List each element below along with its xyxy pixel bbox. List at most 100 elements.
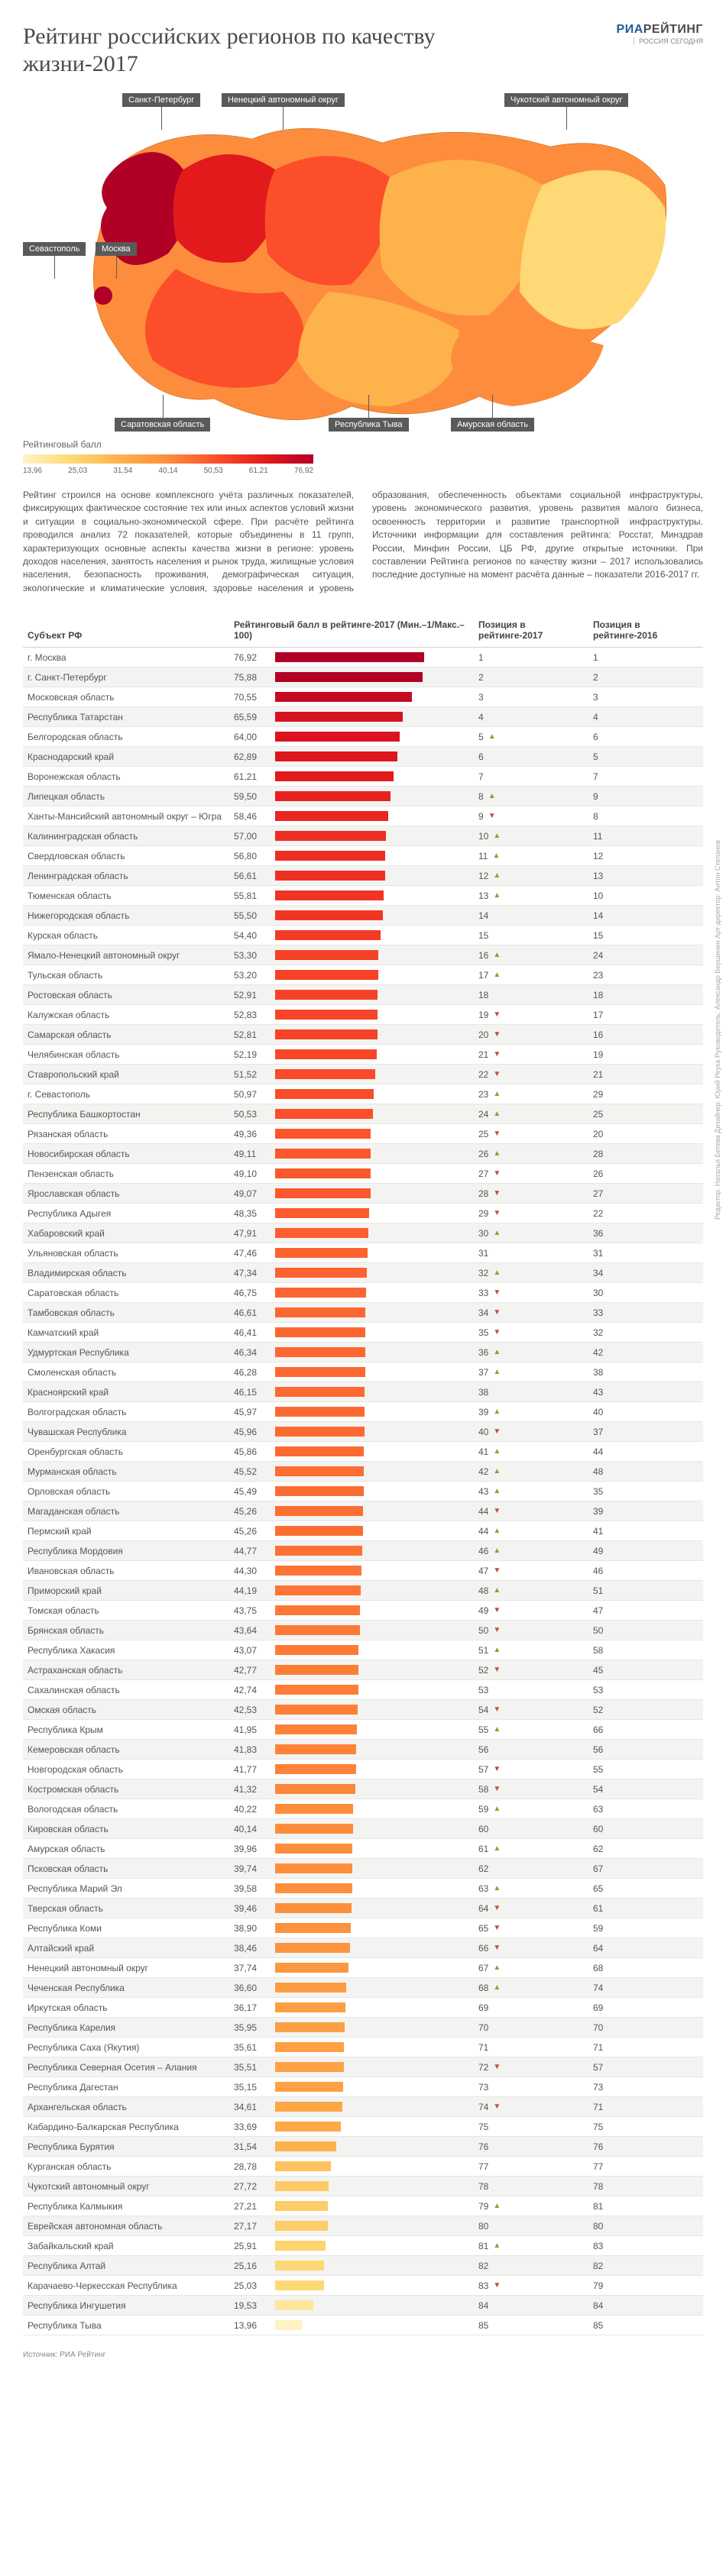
score-cell: 46,28 bbox=[229, 1362, 474, 1382]
score-cell: 57,00 bbox=[229, 826, 474, 846]
arrow-up-icon: ▲ bbox=[493, 1983, 501, 1992]
map-label: Саратовская область bbox=[115, 418, 210, 431]
pos-2017-value: 26 bbox=[478, 1149, 488, 1159]
score-cell: 41,95 bbox=[229, 1720, 474, 1740]
arrow-down-icon: ▼ bbox=[493, 1308, 501, 1317]
bar-track bbox=[275, 1645, 469, 1655]
col-header-pos2017: Позиция в рейтинге-2017 bbox=[474, 613, 588, 648]
arrow-up-icon: ▲ bbox=[493, 1090, 501, 1098]
legend-gradient-bar bbox=[23, 454, 313, 464]
bar-fill bbox=[275, 1288, 366, 1298]
bar-track bbox=[275, 1963, 469, 1973]
region-name: Ярославская область bbox=[23, 1184, 229, 1204]
bar-track bbox=[275, 1029, 469, 1039]
region-name: Ставропольский край bbox=[23, 1065, 229, 1084]
logo-sub: РОССИЯ СЕГОДНЯ bbox=[634, 37, 703, 46]
arrow-up-icon: ▲ bbox=[493, 2241, 501, 2250]
pos-2016: 10 bbox=[588, 886, 703, 906]
bar-fill bbox=[275, 970, 378, 980]
region-name: Приморский край bbox=[23, 1581, 229, 1601]
pos-2017: 29▼ bbox=[474, 1204, 588, 1223]
bar-track bbox=[275, 1010, 469, 1020]
region-name: Рязанская область bbox=[23, 1124, 229, 1144]
bar-fill bbox=[275, 1228, 368, 1238]
table-row: Чувашская Республика45,9640▼37 bbox=[23, 1422, 703, 1442]
bar-track bbox=[275, 1506, 469, 1516]
bar-track bbox=[275, 1466, 469, 1476]
bar-fill bbox=[275, 2221, 328, 2231]
table-row: Новосибирская область49,1126▲28 bbox=[23, 1144, 703, 1164]
bar-fill bbox=[275, 1486, 364, 1496]
arrow-up-icon: ▲ bbox=[492, 852, 500, 860]
pos-2017-value: 3 bbox=[478, 692, 484, 703]
bar-track bbox=[275, 1188, 469, 1198]
table-row: Московская область70,5533 bbox=[23, 687, 703, 707]
score-cell: 53,20 bbox=[229, 965, 474, 985]
map-svg bbox=[61, 101, 673, 452]
bar-fill bbox=[275, 1566, 361, 1576]
bar-fill bbox=[275, 751, 397, 761]
bar-fill bbox=[275, 1526, 363, 1536]
bar-track bbox=[275, 1307, 469, 1317]
score-value: 25,16 bbox=[234, 2261, 267, 2271]
bar-fill bbox=[275, 1546, 362, 1556]
arrow-down-icon: ▼ bbox=[493, 1130, 501, 1138]
pos-2016: 43 bbox=[588, 1382, 703, 1402]
map-label: Чукотский автономный округ bbox=[504, 93, 628, 107]
table-row: Республика Крым41,9555▲66 bbox=[23, 1720, 703, 1740]
bar-track bbox=[275, 1486, 469, 1496]
score-value: 52,91 bbox=[234, 990, 267, 1000]
pos-2017: 61▲ bbox=[474, 1839, 588, 1859]
score-cell: 46,34 bbox=[229, 1343, 474, 1362]
bar-fill bbox=[275, 990, 378, 1000]
bar-fill bbox=[275, 1367, 365, 1377]
region-name: Московская область bbox=[23, 687, 229, 707]
bar-fill bbox=[275, 1010, 378, 1020]
region-name: Республика Башкортостан bbox=[23, 1104, 229, 1124]
score-cell: 37,74 bbox=[229, 1958, 474, 1978]
score-value: 46,61 bbox=[234, 1307, 267, 1318]
pos-2017-value: 84 bbox=[478, 2300, 488, 2311]
score-cell: 45,96 bbox=[229, 1422, 474, 1442]
table-row: Курганская область28,787777 bbox=[23, 2157, 703, 2177]
pos-2017: 6 bbox=[474, 747, 588, 767]
bar-fill bbox=[275, 1109, 373, 1119]
table-row: Владимирская область47,3432▲34 bbox=[23, 1263, 703, 1283]
region-name: Астраханская область bbox=[23, 1660, 229, 1680]
region-name: Пензенская область bbox=[23, 1164, 229, 1184]
pos-2016: 57 bbox=[588, 2057, 703, 2077]
region-name: Воронежская область bbox=[23, 767, 229, 787]
pos-2017: 82 bbox=[474, 2256, 588, 2276]
arrow-up-icon: ▲ bbox=[493, 1964, 501, 1972]
pos-2017-value: 80 bbox=[478, 2221, 488, 2232]
region-name: Пермский край bbox=[23, 1521, 229, 1541]
bar-fill bbox=[275, 2320, 302, 2330]
pos-2017-value: 29 bbox=[478, 1208, 488, 1219]
pos-2017-value: 7 bbox=[478, 771, 484, 782]
bar-fill bbox=[275, 1327, 365, 1337]
score-value: 45,52 bbox=[234, 1466, 267, 1477]
pos-2016: 70 bbox=[588, 2018, 703, 2038]
pos-2016: 12 bbox=[588, 846, 703, 866]
arrow-up-icon: ▲ bbox=[493, 871, 501, 880]
pos-2017: 51▲ bbox=[474, 1640, 588, 1660]
score-cell: 46,75 bbox=[229, 1283, 474, 1303]
arrow-up-icon: ▲ bbox=[493, 891, 501, 900]
table-row: Республика Мордовия44,7746▲49 bbox=[23, 1541, 703, 1561]
score-value: 42,74 bbox=[234, 1685, 267, 1695]
pos-2016: 56 bbox=[588, 1740, 703, 1760]
pos-2017-value: 46 bbox=[478, 1546, 488, 1556]
bar-track bbox=[275, 1129, 469, 1139]
region-name: Республика Коми bbox=[23, 1918, 229, 1938]
pos-2017-value: 18 bbox=[478, 990, 488, 1000]
bar-track bbox=[275, 1208, 469, 1218]
pos-2016: 11 bbox=[588, 826, 703, 846]
pos-2016: 47 bbox=[588, 1601, 703, 1621]
table-row: Пензенская область49,1027▼26 bbox=[23, 1164, 703, 1184]
arrow-up-icon: ▲ bbox=[493, 1269, 501, 1277]
pos-2016: 2 bbox=[588, 667, 703, 687]
table-row: Республика Карелия35,957070 bbox=[23, 2018, 703, 2038]
bar-fill bbox=[275, 1923, 351, 1933]
pos-2017-value: 14 bbox=[478, 910, 488, 921]
score-value: 75,88 bbox=[234, 672, 267, 683]
